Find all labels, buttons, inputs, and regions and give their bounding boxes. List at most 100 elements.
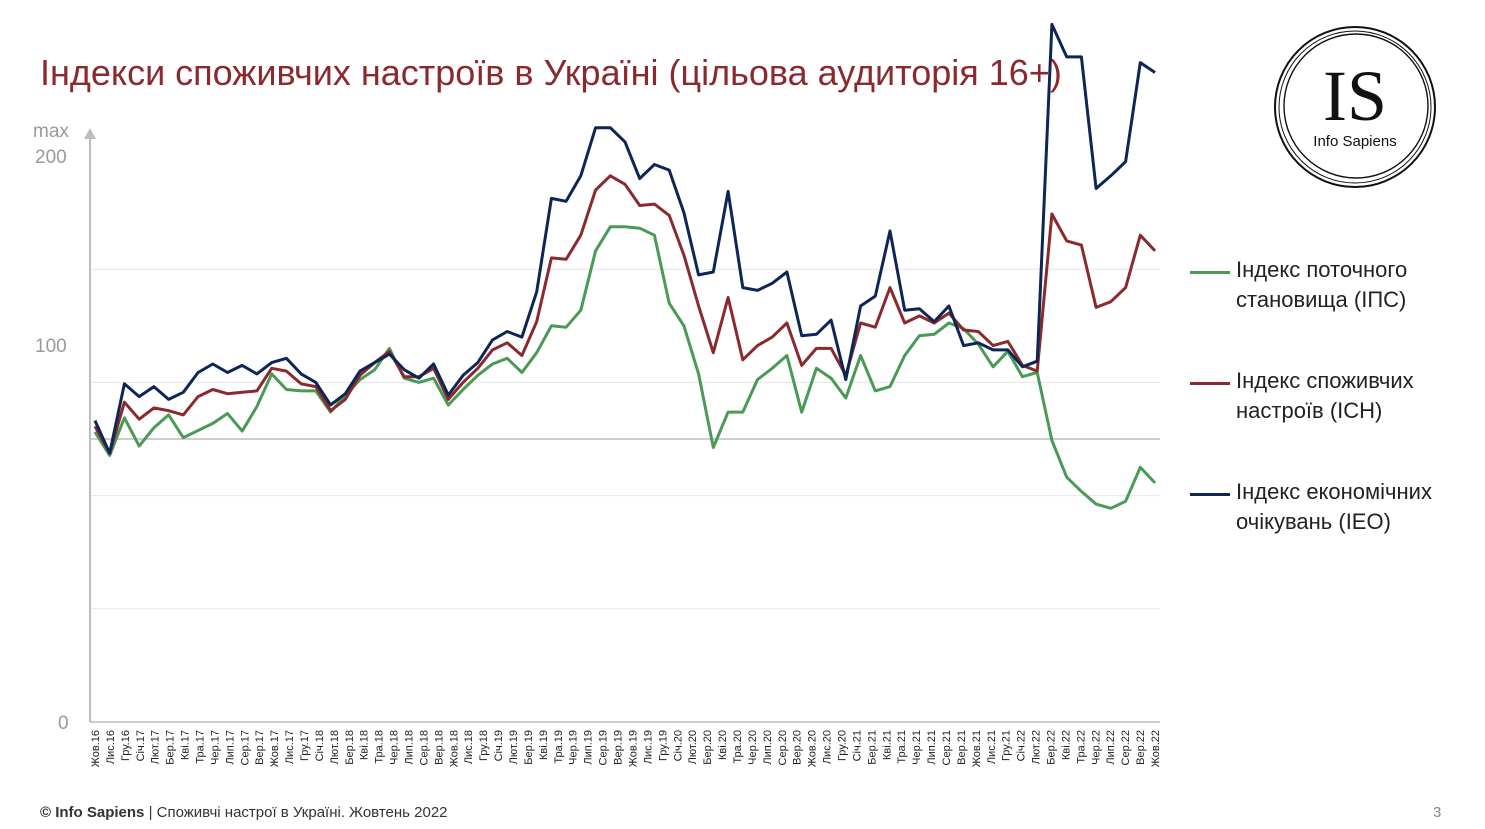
- x-tick-label: Жов.18: [448, 730, 460, 767]
- axes: [84, 128, 1160, 723]
- x-tick-label: Кві.20: [717, 730, 729, 760]
- x-tick-label: Гру.19: [657, 730, 669, 761]
- x-tick-label: Кві.17: [180, 730, 192, 760]
- y-axis-top-label: max: [33, 121, 69, 142]
- x-tick-label: Бер.19: [523, 730, 535, 765]
- x-tick-label: Вер.22: [1135, 730, 1147, 765]
- x-tick-label: Жов.17: [269, 730, 281, 767]
- page-title: Індекси споживчих настроїв в Україні (ці…: [40, 52, 1062, 93]
- x-tick-label: Бер.20: [702, 730, 714, 765]
- x-tick-label: Бер.17: [165, 730, 177, 765]
- x-tick-label: Тра.22: [1075, 730, 1087, 764]
- x-tick-label: Кві.18: [359, 730, 371, 760]
- x-tick-label: Лип.20: [762, 730, 774, 765]
- x-tick-label: Жов.22: [1150, 730, 1162, 767]
- x-tick-label: Сер.18: [418, 730, 430, 765]
- x-tick-label: Кві.19: [538, 730, 550, 760]
- y-tick-label: 0: [58, 713, 69, 734]
- series-line-1: [93, 174, 1157, 455]
- x-tick-label: Бер.18: [344, 730, 356, 765]
- footer-brand: © Info Sapiens: [40, 804, 145, 821]
- y-tick-label: 200: [35, 147, 67, 168]
- x-tick-label: Вер.20: [792, 730, 804, 765]
- info-sapiens-logo: IS Info Sapiens: [1274, 26, 1436, 188]
- legend-item-isn: Індекс споживчих настроїв (ІСН): [1190, 366, 1456, 426]
- x-tick-label: Вер.19: [613, 730, 625, 765]
- x-tick-label: Лют.17: [150, 730, 162, 764]
- x-tick-label: Січ.22: [1016, 730, 1028, 761]
- gridlines: [90, 268, 1160, 610]
- x-tick-label: Вер.18: [433, 730, 445, 765]
- legend-swatch-ips: [1190, 271, 1230, 274]
- legend-item-ips: Індекс поточного становища (ІПС): [1190, 255, 1456, 315]
- x-tick-label: Жов.16: [90, 730, 102, 767]
- x-tick-label: Лип.17: [224, 730, 236, 765]
- x-tick-label: Гру.20: [836, 730, 848, 761]
- x-tick-label: Тра.20: [732, 730, 744, 764]
- x-tick-label: Гру.21: [1001, 730, 1013, 761]
- x-tick-label: Тра.18: [374, 730, 386, 764]
- x-tick-label: Лют.18: [329, 730, 341, 764]
- logo-initials: IS: [1323, 56, 1387, 136]
- x-tick-label: Лис.20: [822, 730, 834, 764]
- x-tick-label: Лис.21: [986, 730, 998, 764]
- legend-item-ieo: Індекс економічних очікувань (ІЕО): [1190, 477, 1456, 537]
- x-tick-label: Січ.21: [851, 730, 863, 761]
- x-tick-label: Лип.21: [926, 730, 938, 765]
- x-tick-label: Вер.17: [254, 730, 266, 765]
- x-tick-label: Лис.18: [463, 730, 475, 764]
- x-tick-label: Сер.22: [1120, 730, 1132, 765]
- x-tick-label: Лип.19: [583, 730, 595, 765]
- x-tick-label: Гру.18: [478, 730, 490, 761]
- legend-label-isn: Індекс споживчих настроїв (ІСН): [1236, 368, 1414, 423]
- x-tick-label: Січ.17: [135, 730, 147, 761]
- y-axis-labels: max 200 100 0: [33, 121, 69, 734]
- x-tick-label: Лип.22: [1105, 730, 1117, 765]
- x-tick-label: Сер.19: [598, 730, 610, 765]
- legend-swatch-isn: [1190, 382, 1230, 385]
- series-lines: [93, 22, 1157, 510]
- logo-name: Info Sapiens: [1313, 133, 1396, 150]
- x-tick-label: Жов.19: [627, 730, 639, 767]
- footer-text: | Споживчі настрої в Україні. Жовтень 20…: [144, 804, 448, 821]
- legend-swatch-ieo: [1190, 493, 1230, 496]
- footer: © Info Sapiens | Споживчі настрої в Укра…: [40, 804, 448, 821]
- x-tick-label: Жов.20: [807, 730, 819, 767]
- page-number: 3: [1433, 804, 1442, 821]
- x-tick-label: Чер.19: [568, 730, 580, 765]
- x-tick-label: Тра.21: [896, 730, 908, 764]
- x-tick-label: Бер.21: [866, 730, 878, 765]
- x-tick-label: Січ.20: [672, 730, 684, 761]
- x-tick-label: Вер.21: [956, 730, 968, 765]
- x-tick-label: Жов.21: [971, 730, 983, 767]
- x-tick-label: Лют.19: [508, 730, 520, 764]
- x-tick-label: Лис.17: [284, 730, 296, 764]
- x-tick-label: Лис.19: [642, 730, 654, 764]
- x-tick-label: Сер.17: [239, 730, 251, 765]
- x-tick-label: Тра.17: [195, 730, 207, 764]
- x-tick-label: Чер.17: [209, 730, 221, 765]
- x-tick-label: Лип.18: [404, 730, 416, 765]
- series-line-2: [93, 22, 1156, 455]
- legend-label-ips: Індекс поточного становища (ІПС): [1236, 257, 1408, 312]
- x-tick-label: Чер.22: [1090, 730, 1102, 765]
- x-tick-label: Чер.18: [389, 730, 401, 765]
- x-tick-label: Гру.16: [120, 730, 132, 761]
- x-tick-label: Лют.22: [1031, 730, 1043, 764]
- x-tick-label: Бер.22: [1045, 730, 1057, 765]
- x-tick-label: Сер.21: [941, 730, 953, 765]
- x-tick-label: Лют.20: [687, 730, 699, 764]
- legend-label-ieo: Індекс економічних очікувань (ІЕО): [1236, 479, 1432, 534]
- x-tick-label: Кві.21: [881, 730, 893, 760]
- x-axis-labels: Жов.16 Лис.16 Гру.16 Січ.17 Лют.17 Бер.17 Кві.…: [90, 730, 1162, 767]
- x-tick-label: Кві.22: [1060, 730, 1072, 760]
- y-tick-label: 100: [35, 336, 67, 357]
- x-tick-label: Лис.16: [105, 730, 117, 764]
- x-tick-label: Сер.20: [777, 730, 789, 765]
- y-axis-arrow: [84, 128, 96, 139]
- x-tick-label: Чер.21: [911, 730, 923, 765]
- x-tick-label: Січ.18: [314, 730, 326, 761]
- x-tick-label: Чер.20: [747, 730, 759, 765]
- x-tick-label: Січ.19: [493, 730, 505, 761]
